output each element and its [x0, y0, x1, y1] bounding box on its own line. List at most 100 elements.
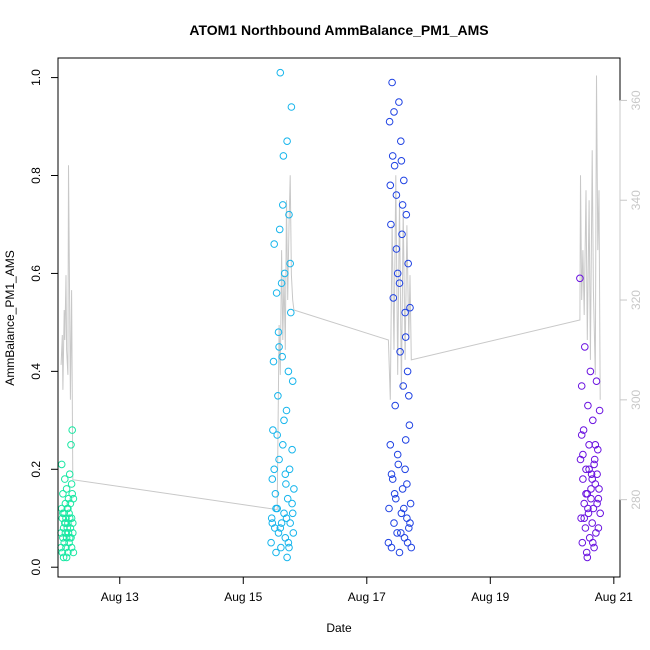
data-point	[407, 543, 416, 552]
data-point	[288, 377, 297, 386]
data-point	[593, 499, 601, 508]
data-point	[269, 426, 277, 434]
data-point	[591, 441, 600, 449]
data-point	[279, 441, 287, 449]
data-point	[390, 490, 399, 498]
y2-tick-label: 300	[629, 390, 643, 410]
data-point	[402, 210, 411, 219]
data-point	[64, 494, 73, 503]
data-point	[269, 357, 278, 366]
data-point	[403, 480, 411, 488]
data-point	[65, 470, 74, 479]
data-point	[395, 279, 404, 288]
plot-frame	[57, 57, 621, 578]
data-point	[585, 534, 594, 542]
data-point	[589, 538, 597, 547]
data-point	[398, 230, 406, 239]
data-point	[403, 514, 411, 523]
data-point	[576, 455, 585, 464]
data-point	[271, 490, 280, 498]
data-point	[290, 485, 298, 493]
data-point	[68, 490, 76, 498]
data-point	[289, 529, 298, 537]
y2-tick-label: 360	[629, 90, 643, 110]
data-point	[285, 465, 294, 474]
data-point	[398, 201, 407, 209]
data-point	[57, 460, 66, 469]
data-point	[287, 103, 296, 111]
data-point	[584, 504, 592, 513]
data-point	[69, 548, 78, 557]
data-point	[397, 137, 405, 145]
data-point	[594, 494, 603, 503]
data-point	[283, 553, 291, 562]
data-point	[284, 538, 293, 547]
data-point	[390, 161, 399, 170]
data-point	[578, 538, 587, 547]
data-point	[587, 494, 595, 503]
data-point	[286, 259, 295, 268]
secondary-trace-line	[60, 75, 601, 511]
data-point	[282, 480, 290, 488]
x-axis-label: Date	[326, 621, 352, 635]
data-point	[590, 455, 599, 464]
data-point	[69, 494, 78, 503]
data-point	[584, 401, 592, 410]
series-1	[57, 426, 78, 562]
series-3	[384, 78, 416, 557]
data-point	[385, 504, 393, 513]
data-point	[576, 274, 584, 283]
y2-tick-label: 280	[629, 489, 643, 509]
data-point	[395, 548, 404, 557]
data-point	[401, 465, 409, 474]
data-point	[283, 494, 292, 503]
data-point	[582, 490, 590, 498]
data-point	[268, 519, 277, 527]
data-point	[397, 157, 406, 165]
data-point	[398, 485, 407, 493]
x-tick-label: Aug 15	[224, 590, 262, 604]
data-point	[286, 519, 295, 527]
data-point	[61, 475, 69, 483]
data-point	[581, 524, 590, 532]
data-point	[397, 529, 405, 537]
series-4	[576, 274, 605, 562]
data-point	[401, 436, 410, 444]
x-tick-label: Aug 13	[101, 590, 139, 604]
data-point	[274, 392, 282, 400]
data-point	[267, 514, 276, 523]
y2-tick-label: 340	[629, 190, 643, 210]
data-point	[401, 308, 409, 317]
secondary-y-axis: 280 300 320 340 360	[619, 90, 643, 510]
y-tick-label: 0.4	[29, 363, 43, 380]
data-point	[585, 465, 593, 474]
data-point	[406, 303, 414, 312]
data-point	[272, 504, 280, 513]
data-point	[282, 406, 291, 415]
data-point	[579, 475, 587, 483]
data-point	[589, 504, 598, 513]
data-point	[281, 470, 290, 479]
data-point	[279, 201, 287, 209]
data-point	[272, 548, 280, 557]
data-point	[391, 401, 400, 410]
data-point	[288, 509, 297, 518]
data-point	[59, 490, 67, 498]
data-point	[386, 441, 395, 449]
data-point	[390, 519, 398, 527]
data-point	[278, 352, 287, 361]
x-tick-label: Aug 17	[348, 590, 386, 604]
data-point	[385, 117, 394, 126]
data-point	[275, 455, 283, 464]
data-point	[277, 279, 286, 288]
y-tick-label: 0.6	[29, 265, 43, 282]
data-point	[284, 367, 293, 376]
data-point	[596, 509, 605, 518]
data-point	[584, 509, 593, 518]
data-point	[396, 348, 404, 356]
data-point	[274, 529, 283, 537]
data-point	[388, 475, 397, 483]
data-point	[67, 543, 76, 552]
data-point	[276, 68, 285, 77]
data-point	[288, 445, 296, 454]
